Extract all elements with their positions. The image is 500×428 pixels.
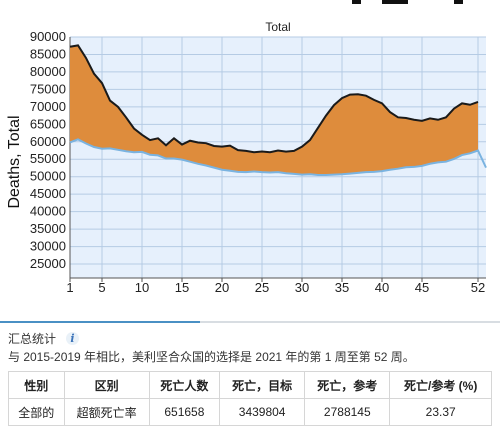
table-cell: 超额死亡率 bbox=[63, 398, 150, 426]
summary-section-header: 汇总统计 i bbox=[8, 330, 80, 347]
y-tick-label: 90000 bbox=[30, 29, 66, 44]
x-tick-label: 25 bbox=[255, 280, 269, 295]
y-tick-label: 80000 bbox=[30, 64, 66, 79]
x-tick-label: 5 bbox=[98, 280, 105, 295]
y-tick-label: 70000 bbox=[30, 99, 66, 114]
top-marker-right bbox=[454, 0, 463, 4]
y-tick-label: 75000 bbox=[30, 81, 66, 96]
chart: 25000 30000 35000 40000 45000 50000 55000 60000… bbox=[6, 20, 487, 295]
x-tick-label: 20 bbox=[215, 280, 229, 295]
table-cell: 3439804 bbox=[219, 398, 306, 426]
x-tick-label: 35 bbox=[335, 280, 349, 295]
top-marker-left bbox=[352, 0, 361, 4]
total-line bbox=[69, 44, 479, 154]
y-axis-label: Deaths, Total bbox=[6, 115, 23, 208]
table-cell: 651658 bbox=[148, 398, 221, 426]
x-tick-label: 52 bbox=[471, 280, 485, 295]
y-tick-label: 50000 bbox=[30, 169, 66, 184]
chart-line-layer bbox=[69, 44, 487, 176]
table-cell: 23.37 bbox=[389, 398, 492, 426]
column-header: 死亡人数 bbox=[148, 371, 221, 399]
summary-heading: 汇总统计 bbox=[8, 332, 57, 346]
y-tick-label: 85000 bbox=[30, 46, 66, 61]
y-tick-label: 55000 bbox=[30, 151, 66, 166]
chart-title: Total bbox=[265, 20, 290, 34]
y-tick-label: 35000 bbox=[30, 221, 66, 236]
y-tick-label: 60000 bbox=[30, 134, 66, 149]
table-row: 全部的 超额死亡率 651658 3439804 2788145 23.37 bbox=[8, 398, 492, 426]
section-divider-accent bbox=[0, 321, 200, 323]
table-cell: 2788145 bbox=[304, 398, 391, 426]
y-tick-label: 65000 bbox=[30, 116, 66, 131]
column-header: 区别 bbox=[63, 371, 150, 399]
x-tick-label: 30 bbox=[295, 280, 309, 295]
column-header: 死亡，参考 bbox=[304, 371, 391, 399]
chart-area-layer bbox=[70, 45, 478, 175]
column-header: 死亡，目标 bbox=[219, 371, 306, 399]
y-tick-label: 25000 bbox=[30, 256, 66, 271]
y-tick-label: 40000 bbox=[30, 204, 66, 219]
y-tick-label: 30000 bbox=[30, 239, 66, 254]
y-tick-label: 45000 bbox=[30, 186, 66, 201]
section-divider bbox=[0, 321, 500, 323]
summary-description: 与 2015-2019 年相比，美利坚合众国的选择是 2021 年的第 1 周至… bbox=[8, 350, 415, 364]
x-tick-label: 45 bbox=[415, 280, 429, 295]
column-header: 性别 bbox=[8, 371, 65, 399]
top-marker-mid bbox=[382, 0, 408, 4]
baseline-line bbox=[69, 138, 487, 176]
excess-area bbox=[70, 45, 478, 175]
chart-axis-ticks: 25000 30000 35000 40000 45000 50000 55000 60000… bbox=[30, 29, 485, 295]
info-icon[interactable]: i bbox=[66, 332, 80, 345]
x-tick-label: 10 bbox=[135, 280, 149, 295]
x-tick-label: 1 bbox=[66, 280, 73, 295]
x-tick-label: 40 bbox=[375, 280, 389, 295]
table-cell: 全部的 bbox=[8, 398, 65, 426]
x-tick-label: 15 bbox=[175, 280, 189, 295]
column-header: 死亡/参考 (%) bbox=[389, 371, 492, 399]
summary-table: 性别 区别 死亡人数 死亡，目标 死亡，参考 死亡/参考 (%) 全部的 超额死… bbox=[8, 371, 492, 426]
table-header-row: 性别 区别 死亡人数 死亡，目标 死亡，参考 死亡/参考 (%) bbox=[8, 371, 492, 399]
